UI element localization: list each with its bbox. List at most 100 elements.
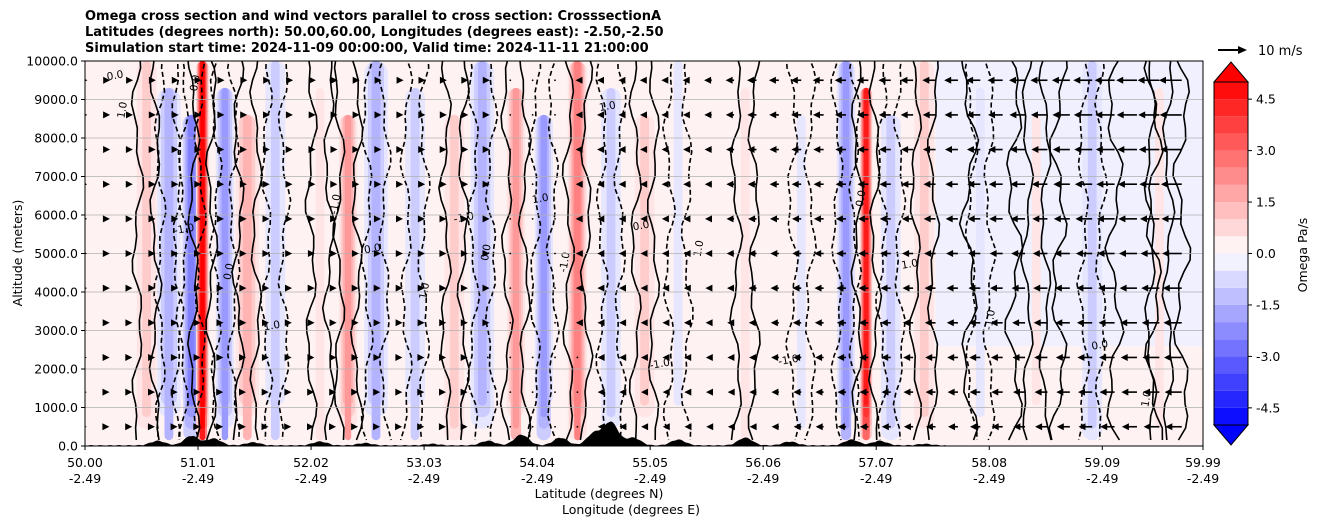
wind-vector-head bbox=[307, 284, 315, 292]
wind-vector-head bbox=[263, 76, 271, 84]
wind-vector-head bbox=[924, 284, 932, 292]
wind-vector-head bbox=[662, 353, 670, 361]
wind-vector-head bbox=[351, 423, 359, 431]
wind-vector-head bbox=[262, 319, 269, 327]
contour-line bbox=[662, 61, 677, 441]
wind-vector-head bbox=[418, 180, 426, 188]
wind-vector-head bbox=[1011, 284, 1019, 292]
wind-vector-head bbox=[396, 180, 404, 188]
wind-vector-head bbox=[461, 76, 469, 84]
wind-vector-head bbox=[619, 388, 627, 396]
wind-vector-head bbox=[1013, 388, 1020, 396]
wind-vector-head bbox=[1030, 111, 1038, 119]
contour-label: 0.0 bbox=[632, 219, 651, 234]
wind-vector-head bbox=[217, 146, 225, 154]
wind-vector-head bbox=[857, 180, 865, 188]
y-tick-label: 7000.0 bbox=[34, 169, 78, 184]
wind-vector-head bbox=[924, 250, 932, 257]
contour-label: 0.0 bbox=[106, 69, 125, 84]
wind-vector-head bbox=[684, 353, 692, 361]
wind-vector bbox=[509, 183, 512, 186]
wind-vector-head bbox=[990, 353, 998, 361]
wind-vector bbox=[509, 252, 512, 255]
wind-vector-head bbox=[396, 76, 404, 84]
wind-vector-head bbox=[216, 353, 224, 361]
wind-vector-head bbox=[662, 423, 670, 431]
wind-vector-head bbox=[1054, 250, 1062, 257]
wind-vector-head bbox=[102, 284, 110, 292]
contour-line bbox=[378, 61, 392, 441]
contour-line bbox=[1004, 61, 1024, 441]
wind-vector-head bbox=[988, 146, 996, 154]
wind-vector-head bbox=[792, 319, 800, 327]
wind-vector-head bbox=[482, 250, 490, 257]
wind-vector-head bbox=[239, 250, 247, 257]
wind-vector-head bbox=[193, 353, 201, 361]
wind-vector-head bbox=[439, 111, 447, 119]
colorbar: -4.5 -3.0 -1.5 0.0 1.5 3.0 4.5 bbox=[1212, 61, 1280, 446]
x-tick-label-lon: -2.49 bbox=[747, 471, 779, 486]
contour-line bbox=[208, 61, 223, 441]
wind-vector-head bbox=[239, 215, 247, 223]
wind-vector-head bbox=[1162, 250, 1170, 257]
wind-vector-head bbox=[216, 319, 224, 327]
wind-vector-head bbox=[171, 250, 179, 257]
wind-vector-head bbox=[640, 250, 648, 257]
x-tick-label-lon: -2.49 bbox=[521, 471, 553, 486]
wind-vector-head bbox=[575, 76, 583, 84]
wind-vector-head bbox=[814, 250, 822, 257]
wind-vector-head bbox=[1032, 250, 1040, 257]
contour-line bbox=[802, 61, 817, 441]
wind-vector bbox=[531, 79, 534, 82]
wind-vector bbox=[486, 356, 489, 359]
wind-vector-head bbox=[726, 215, 734, 223]
wind-vector-head bbox=[966, 111, 974, 119]
wind-vector-head bbox=[683, 284, 691, 292]
wind-vector-head bbox=[923, 146, 930, 154]
omega-band bbox=[164, 87, 174, 441]
wind-vector-head bbox=[102, 215, 110, 223]
wind-vector-head bbox=[374, 146, 382, 154]
wind-vector-head bbox=[395, 353, 403, 361]
wind-vector-head bbox=[417, 353, 425, 361]
wind-vector-head bbox=[285, 180, 293, 188]
quiver-key-label: 10 m/s bbox=[1258, 44, 1303, 59]
wind-vector-head bbox=[945, 180, 953, 188]
wind-vector-head bbox=[1034, 388, 1042, 396]
wind-vector-head bbox=[944, 76, 952, 84]
x-tick-label-lon: -2.49 bbox=[69, 471, 101, 486]
contour-line bbox=[153, 61, 167, 441]
wind-vector-head bbox=[879, 215, 887, 223]
wind-vector-head bbox=[661, 180, 669, 188]
contour-line bbox=[175, 61, 189, 441]
omega-band bbox=[410, 87, 420, 441]
colorbar-tick-label: 4.5 bbox=[1256, 92, 1276, 107]
wind-vector-head bbox=[374, 180, 382, 188]
wind-vector bbox=[554, 79, 556, 82]
wind-vector-head bbox=[597, 284, 605, 292]
x-axis-label-longitude: Longitude (degrees E) bbox=[562, 502, 700, 517]
wind-vector-head bbox=[1139, 180, 1147, 188]
wind-vector-head bbox=[307, 250, 315, 257]
y-tick-label: 5000.0 bbox=[34, 246, 78, 261]
wind-vector-head bbox=[597, 146, 605, 154]
wind-vector-head bbox=[352, 146, 360, 154]
wind-vector-head bbox=[1162, 284, 1170, 292]
omega-band bbox=[200, 61, 205, 429]
wind-vector-head bbox=[923, 180, 931, 188]
wind-vector-head bbox=[1121, 423, 1129, 431]
wind-vector-head bbox=[640, 146, 648, 154]
wind-vector-head bbox=[102, 353, 110, 361]
wind-vector-head bbox=[1033, 284, 1041, 292]
wind-vector-head bbox=[793, 423, 801, 431]
wind-vector-head bbox=[285, 215, 293, 223]
wind-vector-head bbox=[902, 284, 910, 292]
wind-vector-head bbox=[640, 215, 648, 223]
wind-vector bbox=[509, 321, 512, 324]
wind-vector-head bbox=[1100, 423, 1108, 431]
wind-vector-head bbox=[239, 319, 247, 327]
wind-vector bbox=[509, 391, 512, 393]
wind-vector-head bbox=[684, 319, 691, 327]
wind-vector-head bbox=[792, 250, 800, 257]
wind-vector-head bbox=[1120, 353, 1128, 361]
